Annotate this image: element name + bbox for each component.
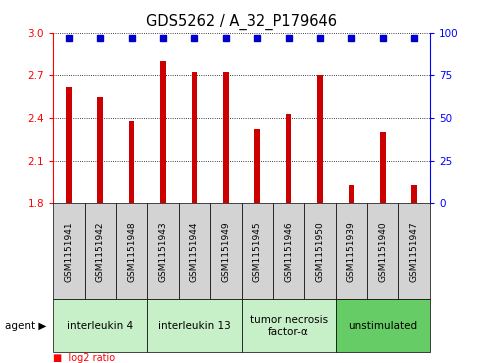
- Bar: [192, 73, 197, 203]
- Text: GSM1151944: GSM1151944: [190, 221, 199, 282]
- Text: GSM1151950: GSM1151950: [315, 221, 325, 282]
- Text: GSM1151942: GSM1151942: [96, 221, 105, 282]
- Text: GSM1151947: GSM1151947: [410, 221, 419, 282]
- Bar: [129, 121, 134, 203]
- Text: GSM1151941: GSM1151941: [64, 221, 73, 282]
- Bar: [349, 185, 354, 203]
- Text: GSM1151945: GSM1151945: [253, 221, 262, 282]
- Bar: [286, 114, 291, 203]
- Text: GSM1151948: GSM1151948: [127, 221, 136, 282]
- Text: interleukin 13: interleukin 13: [158, 321, 231, 331]
- Bar: [223, 73, 228, 203]
- Text: unstimulated: unstimulated: [348, 321, 417, 331]
- Bar: [412, 185, 417, 203]
- Text: GSM1151940: GSM1151940: [378, 221, 387, 282]
- Bar: [98, 97, 103, 203]
- Bar: [255, 129, 260, 203]
- Text: GSM1151946: GSM1151946: [284, 221, 293, 282]
- Text: GSM1151943: GSM1151943: [158, 221, 168, 282]
- Bar: [380, 132, 385, 203]
- Text: agent ▶: agent ▶: [5, 321, 46, 331]
- Bar: [317, 75, 323, 203]
- Text: tumor necrosis
factor-α: tumor necrosis factor-α: [250, 315, 327, 337]
- Bar: [66, 87, 71, 203]
- Title: GDS5262 / A_32_P179646: GDS5262 / A_32_P179646: [146, 14, 337, 30]
- Bar: [160, 61, 166, 203]
- Text: GSM1151939: GSM1151939: [347, 221, 356, 282]
- Text: interleukin 4: interleukin 4: [67, 321, 133, 331]
- Text: GSM1151949: GSM1151949: [221, 221, 230, 282]
- Text: ■  log2 ratio: ■ log2 ratio: [53, 353, 115, 363]
